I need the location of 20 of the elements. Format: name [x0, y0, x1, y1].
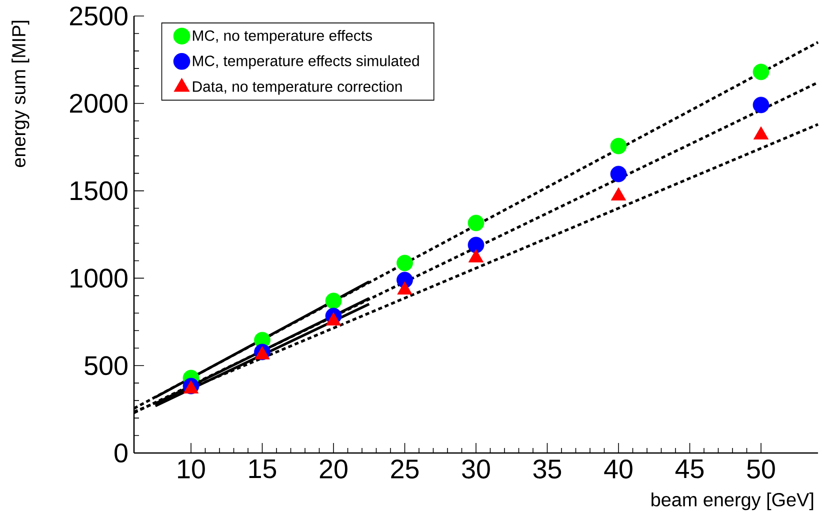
x-tick-label: 30 — [462, 460, 490, 479]
y-tick-label: 1500 — [70, 181, 128, 200]
x-tick-label: 40 — [604, 460, 632, 479]
x-tick-label: 25 — [391, 460, 419, 479]
x-tick-label: 20 — [320, 460, 348, 479]
legend-label: Data, no temperature correction — [192, 80, 402, 95]
y-tick-label: 2500 — [70, 6, 128, 26]
y-tick-label: 500 — [84, 356, 128, 376]
x-tick-label: 50 — [747, 460, 775, 479]
x-tick-label: 35 — [533, 460, 562, 479]
x-tick-label: 10 — [178, 460, 205, 479]
legend-label: MC, no temperature effects — [192, 30, 372, 44]
x-tick-label: 15 — [249, 460, 276, 478]
y-tick-label: 0 — [114, 443, 128, 463]
y-tick-label: 1000 — [70, 268, 128, 288]
y-tick-label: 2000 — [70, 94, 128, 113]
x-axis-title: beam energy [GeV] — [652, 492, 814, 510]
x-tick-label: 45 — [675, 460, 704, 478]
legend-label: MC, temperature effects simulated — [192, 55, 419, 70]
y-axis-title: energy sum [MIP] — [12, 20, 30, 168]
